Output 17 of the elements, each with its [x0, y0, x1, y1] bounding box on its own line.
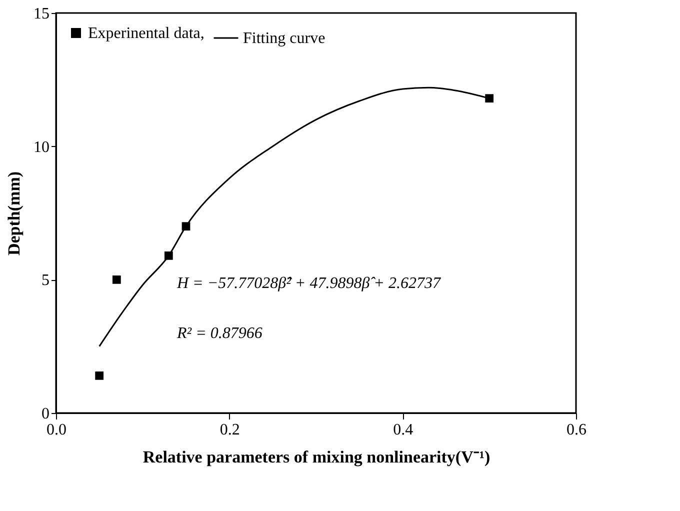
point [485, 94, 494, 103]
x-tick-label: 0.4 [393, 422, 414, 438]
x-tick-label: 0.0 [46, 422, 66, 438]
legend-label: Fitting curve [243, 30, 326, 47]
y-tick-label: 5 [42, 272, 50, 290]
y-axis-title: Depth(mm) [4, 171, 24, 256]
y-tick-label: 10 [34, 138, 50, 156]
y-tick-label: 0 [42, 406, 50, 422]
annotation: H = −57.77028β̂² + 47.9898β̂ + 2.62737 [176, 275, 442, 292]
point [112, 275, 121, 284]
legend-label: Experinental data, [88, 25, 204, 42]
x-axis-title: Relative parameters of mixing nonlinearity(V⁻¹) [142, 448, 490, 466]
x-tick-label: 0.6 [566, 422, 586, 438]
x-tick-label: 0.2 [220, 422, 240, 438]
point [95, 371, 104, 380]
y-tick-label: 15 [34, 6, 50, 22]
annotation: R² = 0.87966 [176, 325, 262, 342]
